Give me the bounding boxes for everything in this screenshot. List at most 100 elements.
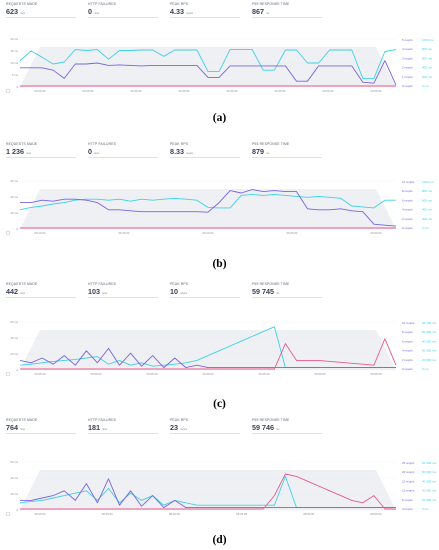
right-axis-label: 10 reqs/s	[402, 180, 415, 184]
y-tick-label: 20 ms	[10, 37, 18, 41]
stat-p95-response-time: P95 RESPONSE TIME 867 ms	[252, 2, 322, 24]
divider	[252, 157, 322, 158]
right-axis-label: 6 reqs/s	[402, 198, 413, 202]
stat-label: P95 RESPONSE TIME	[252, 142, 290, 146]
chart-svg: 60 ms 40 ms 20 ms 0 09:25:00 09:30:00 09:35:00…	[5, 320, 436, 377]
y-tick-label: 0	[16, 368, 18, 372]
stat-value: 10 reqs/s	[170, 287, 188, 296]
x-tick-label: 09:30:00	[91, 372, 102, 376]
right-axis-label-secondary: 200 ms	[422, 217, 432, 221]
x-tick-label: 09:50:00	[323, 89, 334, 93]
stat-value: 181 reqs	[88, 423, 108, 432]
right-axis-label-secondary: 0 ms	[422, 84, 429, 88]
divider	[170, 17, 240, 18]
x-tick-label: 08:55:00	[371, 512, 382, 516]
right-axis-label: 5 reqs/s	[402, 38, 413, 42]
stat-http-failures: HTTP FAILURES 0 reqs	[88, 2, 158, 24]
right-axis-label-secondary: 200 ms	[422, 75, 432, 79]
x-tick-label: 09:35:00	[179, 89, 190, 93]
x-tick-label: 09:20:00	[35, 89, 46, 93]
y-tick-label: 5 ms	[12, 73, 19, 77]
stat-label: P95 RESPONSE TIME	[252, 282, 290, 286]
settings-icon	[5, 88, 11, 94]
right-axis-label: 4 reqs/s	[402, 208, 413, 212]
stats-row: REQUESTS MADE 764 reqs HTTP FAILURES 181 r…	[6, 418, 416, 442]
right-axis-label-secondary: 60 000 ms	[422, 461, 436, 465]
y-tick-label: 20 ms	[10, 211, 18, 215]
right-axis-label-secondary: 1000 ms	[422, 38, 434, 42]
x-tick-label: 09:40:00	[227, 89, 238, 93]
time-series-chart: 20 ms 15 ms 10 ms 5 ms 0 09:20:00 09:25:00 09:3…	[4, 35, 436, 99]
divider	[170, 433, 240, 434]
x-tick-label: 08:50:00	[303, 512, 314, 516]
y-tick-label: 20 ms	[10, 352, 18, 356]
right-axis-label-secondary: 30 000 ms	[422, 489, 436, 493]
settings-icon	[5, 371, 11, 377]
right-axis-label: 10 reqs/s	[402, 489, 415, 493]
x-tick-label: 09:40:00	[203, 372, 214, 376]
stat-p95-response-time: P95 RESPONSE TIME 879 ms	[252, 142, 322, 164]
divider	[88, 297, 158, 298]
stat-label: REQUESTS MADE	[6, 2, 38, 6]
right-axis-label-secondary: 20 000 ms	[422, 358, 436, 362]
x-tick-label: 09:50:00	[315, 372, 326, 376]
y-tick-label: 60 ms	[10, 179, 18, 183]
right-axis-label: 25 reqs/s	[402, 461, 415, 465]
divider	[6, 157, 76, 158]
stat-label: REQUESTS MADE	[6, 418, 38, 422]
y-tick-label: 40 ms	[10, 195, 18, 199]
x-tick-label: 09:15:00	[119, 231, 130, 235]
right-axis-label: 2 reqs/s	[402, 217, 413, 221]
right-axis-label-secondary: 0 ms	[422, 507, 429, 511]
right-axis-label-secondary: 400 ms	[422, 66, 432, 70]
divider	[6, 297, 76, 298]
stat-label: P95 RESPONSE TIME	[252, 2, 290, 6]
chart-svg: 60 ms 40 ms 20 ms 0 08:30:00 08:35:00 08:40:00…	[5, 460, 436, 517]
x-tick-label: 08:30:00	[35, 512, 46, 516]
y-tick-label: 40 ms	[10, 336, 18, 340]
stat-requests-made: REQUESTS MADE 442 reqs	[6, 282, 76, 304]
divider	[6, 433, 76, 434]
right-axis-label-secondary: 600 ms	[422, 56, 432, 60]
x-tick-label: 08:35:00	[102, 512, 113, 516]
x-tick-label: 09:45:00	[275, 89, 286, 93]
right-axis-label-secondary: 400 ms	[422, 208, 432, 212]
x-tick-label: 09:30:00	[371, 231, 382, 235]
stat-value: 867 ms	[252, 7, 270, 16]
right-axis-label: 8 reqs/s	[402, 189, 413, 193]
right-axis-label-secondary: 40 000 ms	[422, 479, 436, 483]
time-series-chart: 60 ms 40 ms 20 ms 0 09:25:00 09:30:00 09:35:00…	[4, 318, 436, 382]
x-tick-label: 09:55:00	[371, 89, 382, 93]
divider	[252, 433, 322, 434]
stat-requests-made: REQUESTS MADE 623 reqs	[6, 2, 76, 24]
right-axis-label-secondary: 600 ms	[422, 198, 432, 202]
stat-http-failures: HTTP FAILURES 0 reqs	[88, 142, 158, 164]
stat-label: PEAK RPS	[170, 418, 189, 422]
x-tick-label: 09:30:00	[131, 89, 142, 93]
chart-svg: 20 ms 15 ms 10 ms 5 ms 0 09:20:00 09:25:00 09:3…	[5, 37, 434, 94]
divider	[6, 17, 76, 18]
right-axis-label-secondary: 0 ms	[422, 367, 429, 371]
divider	[170, 157, 240, 158]
stat-value: 8.33 reqs/s	[170, 147, 194, 156]
y-tick-label: 0	[16, 508, 18, 512]
right-axis-label-secondary: 50 000 ms	[422, 330, 436, 334]
right-axis-label-secondary: 30 000 ms	[422, 349, 436, 353]
series-line	[20, 478, 396, 509]
divider	[170, 297, 240, 298]
stats-row: REQUESTS MADE 442 reqs HTTP FAILURES 103 r…	[6, 282, 416, 306]
series-line	[19, 49, 397, 79]
panel-caption: (a)	[212, 112, 227, 124]
right-axis-label: 8 reqs/s	[402, 330, 413, 334]
stat-label: REQUESTS MADE	[6, 142, 38, 146]
stat-label: HTTP FAILURES	[88, 282, 117, 286]
y-tick-label: 0	[16, 85, 18, 89]
series-line	[20, 473, 396, 510]
right-axis-label: 4 reqs/s	[402, 47, 413, 51]
right-axis-label: 0 reqs/s	[402, 507, 413, 511]
stat-peak-rps: PEAK RPS 23 reqs/s	[170, 418, 240, 440]
stat-label: REQUESTS MADE	[6, 282, 38, 286]
stat-label: HTTP FAILURES	[88, 418, 117, 422]
right-axis-label-secondary: 20 000 ms	[422, 498, 436, 502]
right-axis-label: 4 reqs/s	[402, 349, 413, 353]
